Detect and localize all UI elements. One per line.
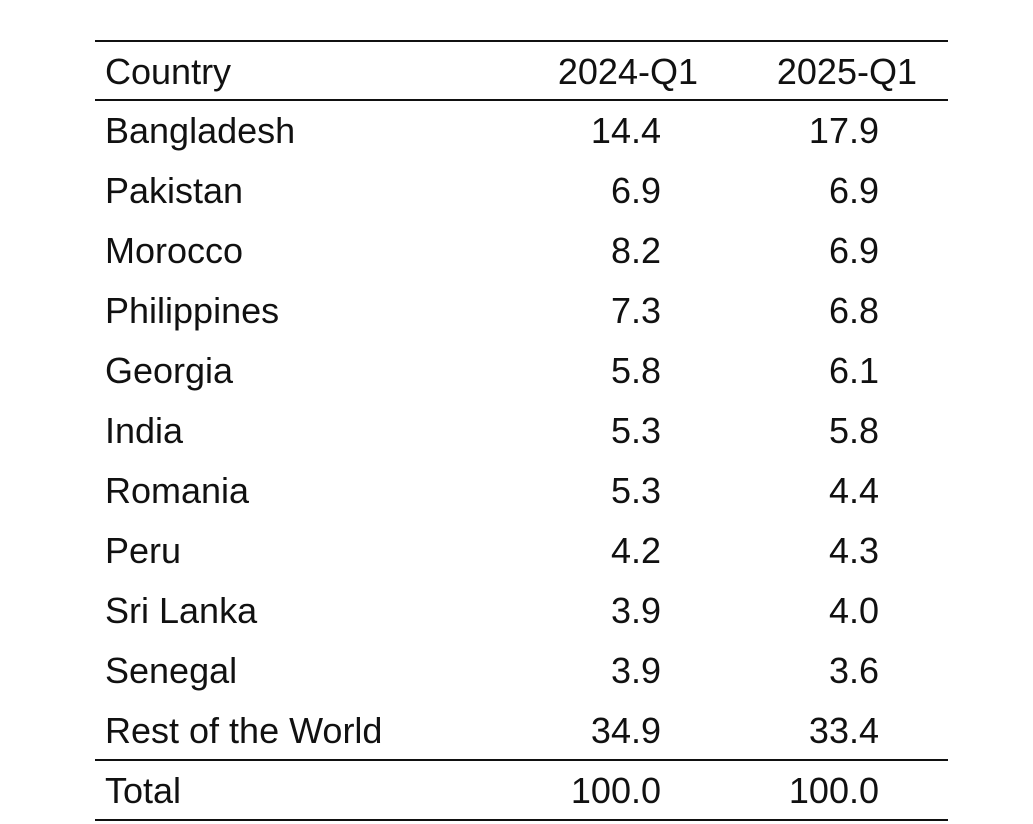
row-value-2024: 5.3: [610, 410, 661, 451]
table-top-rule: [95, 40, 948, 42]
table-row: Philippines 7.3 6.8: [95, 281, 948, 341]
row-country: Sri Lanka: [105, 590, 258, 631]
table-header-row: Country 2024-Q1 2025-Q1: [95, 42, 948, 102]
row-value-2025: 6.9: [828, 230, 879, 271]
table-row: Senegal 3.9 3.6: [95, 641, 948, 701]
row-value-2024: 14.4: [590, 110, 661, 151]
row-value-2024: 6.9: [610, 170, 661, 211]
row-value-2025: 4.3: [828, 530, 879, 571]
row-country: Romania: [105, 470, 250, 511]
row-country: India: [105, 410, 184, 451]
table-row: Rest of the World 34.9 33.4: [95, 701, 948, 761]
row-value-2024: 5.8: [610, 350, 661, 391]
row-country: Philippines: [105, 290, 280, 331]
row-value-2024: 4.2: [610, 530, 661, 571]
row-country: Bangladesh: [105, 110, 296, 151]
table-row: India 5.3 5.8: [95, 401, 948, 461]
row-value-2025: 6.9: [828, 170, 879, 211]
row-country: Georgia: [105, 350, 234, 391]
row-country: Morocco: [105, 230, 244, 271]
row-value-2025: 17.9: [808, 110, 879, 151]
row-value-2025: 33.4: [808, 710, 879, 751]
row-country: Rest of the World: [105, 710, 383, 751]
table-row: Bangladesh 14.4 17.9: [95, 101, 948, 161]
table-row: Pakistan 6.9 6.9: [95, 161, 948, 221]
table-header-rule: [95, 99, 948, 101]
row-value-2024: 5.3: [610, 470, 661, 511]
header-2025-q1: 2025-Q1: [776, 51, 917, 92]
total-value-2024: 100.0: [570, 770, 661, 811]
row-value-2025: 3.6: [828, 650, 879, 691]
row-value-2024: 34.9: [590, 710, 661, 751]
row-value-2024: 3.9: [610, 650, 661, 691]
row-country: Peru: [105, 530, 182, 571]
total-label: Total: [105, 770, 182, 811]
table-total-row: Total 100.0 100.0: [95, 761, 948, 821]
total-value-2025: 100.0: [788, 770, 879, 811]
row-country: Senegal: [105, 650, 238, 691]
table-row: Sri Lanka 3.9 4.0: [95, 581, 948, 641]
row-value-2025: 6.1: [828, 350, 879, 391]
row-country: Pakistan: [105, 170, 244, 211]
table-row: Georgia 5.8 6.1: [95, 341, 948, 401]
row-value-2024: 3.9: [610, 590, 661, 631]
table-row: Romania 5.3 4.4: [95, 461, 948, 521]
table-bottom-rule: [95, 819, 948, 821]
table-row: Morocco 8.2 6.9: [95, 221, 948, 281]
row-value-2024: 8.2: [610, 230, 661, 271]
row-value-2025: 6.8: [828, 290, 879, 331]
table-row: Peru 4.2 4.3: [95, 521, 948, 581]
header-2024-q1: 2024-Q1: [557, 51, 698, 92]
header-country: Country: [105, 51, 232, 92]
row-value-2025: 4.0: [828, 590, 879, 631]
row-value-2025: 5.8: [828, 410, 879, 451]
table-total-rule: [95, 759, 948, 761]
row-value-2025: 4.4: [828, 470, 879, 511]
row-value-2024: 7.3: [610, 290, 661, 331]
